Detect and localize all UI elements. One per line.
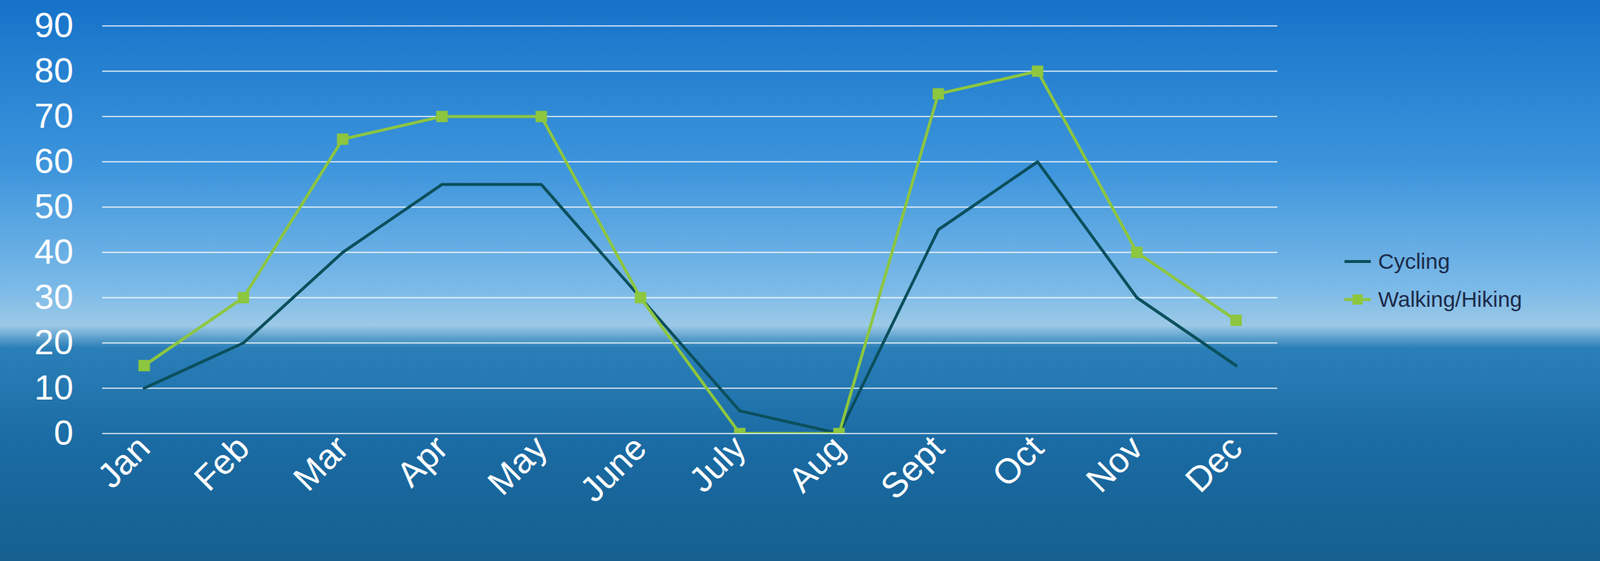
svg-text:70: 70 <box>34 96 73 136</box>
svg-text:Nov: Nov <box>1078 427 1151 500</box>
svg-text:40: 40 <box>34 232 73 271</box>
svg-text:Mar: Mar <box>285 427 356 498</box>
svg-text:Feb: Feb <box>186 427 257 498</box>
svg-text:50: 50 <box>34 186 73 226</box>
svg-text:60: 60 <box>34 141 73 181</box>
svg-text:June: June <box>572 427 654 509</box>
svg-text:Jan: Jan <box>89 427 157 495</box>
svg-text:Dec: Dec <box>1178 427 1250 500</box>
html-text:Walking/Hiking: Walking/Hiking <box>1378 286 1523 311</box>
svg-text:July: July <box>681 427 754 500</box>
svg-text:20: 20 <box>34 322 73 362</box>
html-text:Cycling: Cycling <box>1378 248 1450 273</box>
svg-text:0: 0 <box>54 413 74 452</box>
svg-text:Oct: Oct <box>984 427 1051 494</box>
svg-text:90: 90 <box>34 5 73 45</box>
svg-text:Apr: Apr <box>389 427 455 494</box>
svg-text:10: 10 <box>34 367 73 407</box>
svg-text:30: 30 <box>34 277 73 317</box>
svg-text:Aug: Aug <box>781 427 853 500</box>
svg-text:80: 80 <box>34 51 73 90</box>
svg-text:Sept: Sept <box>872 427 952 506</box>
svg-text:May: May <box>480 427 555 503</box>
